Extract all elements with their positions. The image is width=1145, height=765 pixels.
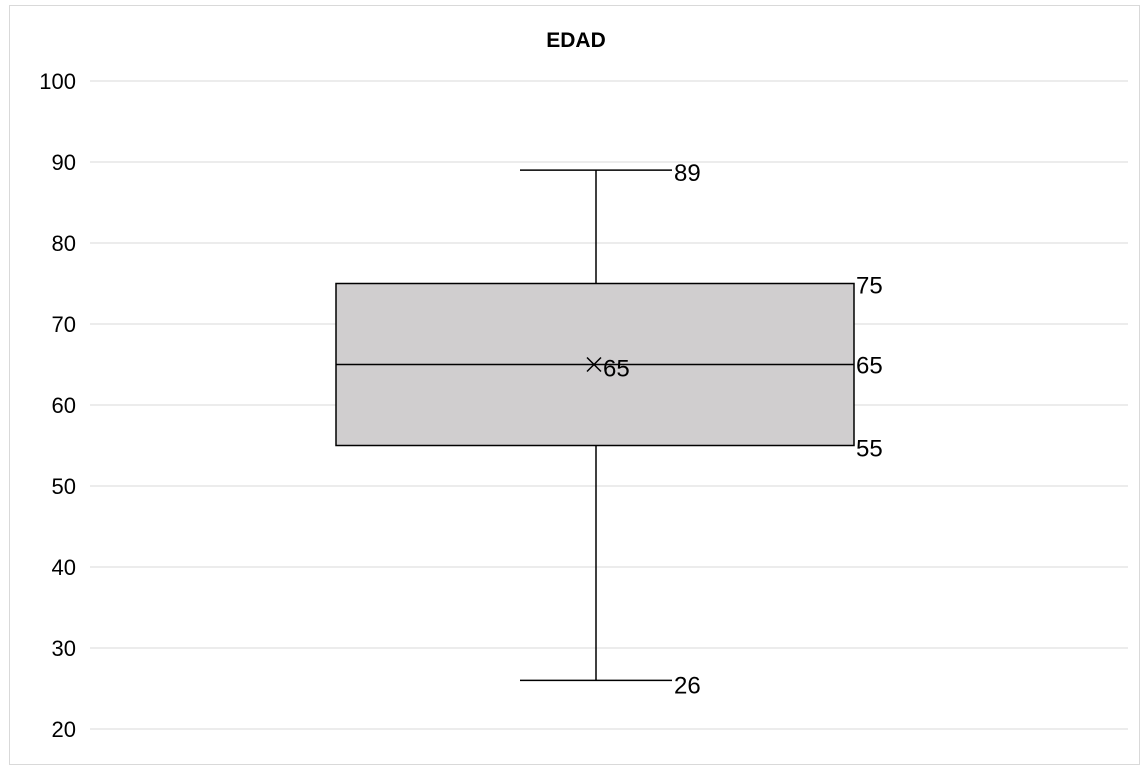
- y-tick-label-100: 100: [39, 69, 76, 94]
- y-tick-label-50: 50: [52, 474, 76, 499]
- data-label-median: 65: [856, 353, 883, 380]
- box-plot: [335, 169, 855, 682]
- y-tick-label-60: 60: [52, 393, 76, 418]
- chart-title: EDAD: [546, 29, 606, 52]
- mean-marker: [586, 356, 602, 373]
- mean-marker-stroke-2: [586, 356, 602, 373]
- data-label-max: 89: [674, 160, 701, 187]
- data-label-q1: 55: [856, 436, 883, 463]
- y-tick-label-20: 20: [52, 717, 76, 742]
- y-tick-label-30: 30: [52, 636, 76, 661]
- y-axis-tick-labels: 20 30 40 50 60 70 80 90 100: [39, 69, 76, 742]
- data-label-mean: 65: [603, 356, 630, 383]
- data-label-q3: 75: [856, 273, 883, 300]
- y-tick-label-90: 90: [52, 150, 76, 175]
- data-labels: 89 26 75 65 55 65: [603, 160, 883, 699]
- y-tick-label-70: 70: [52, 312, 76, 337]
- data-label-min: 26: [674, 672, 701, 699]
- y-tick-label-80: 80: [52, 231, 76, 256]
- y-tick-label-40: 40: [52, 555, 76, 580]
